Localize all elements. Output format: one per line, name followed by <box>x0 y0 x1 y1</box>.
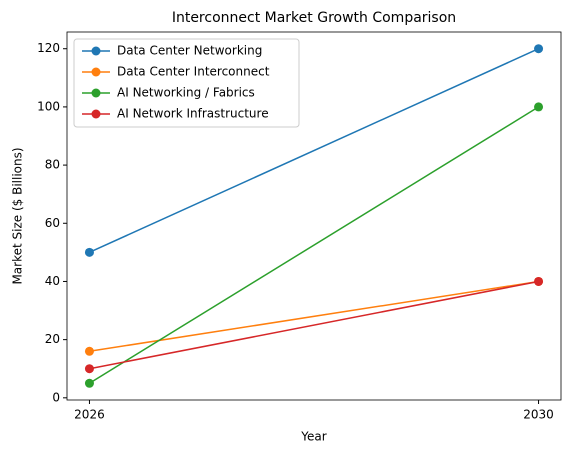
y-tick-label: 40 <box>45 274 60 288</box>
legend-marker <box>91 109 101 119</box>
y-tick-label: 100 <box>37 99 60 113</box>
plot-frame <box>66 31 562 401</box>
point <box>534 276 544 286</box>
legend-marker <box>91 67 101 77</box>
series-line <box>89 48 539 254</box>
y-tick-label: 120 <box>37 41 60 55</box>
legend-marker <box>91 46 101 56</box>
y-tick-label: 80 <box>45 158 60 172</box>
point <box>534 44 544 54</box>
point <box>84 364 94 374</box>
legend-label: Data Center Networking <box>117 44 262 58</box>
point <box>84 346 94 356</box>
x-tick-label: 2030 <box>523 408 554 422</box>
point <box>84 247 94 257</box>
point <box>84 378 94 388</box>
series-line <box>89 280 539 353</box>
chart-title: Interconnect Market Growth Comparison <box>172 10 456 26</box>
legend-label: AI Network Infrastructure <box>117 107 269 121</box>
x-axis-label: Year <box>300 430 326 444</box>
y-tick-label: 20 <box>45 332 60 346</box>
y-axis-label: Market Size ($ Billions) <box>11 147 25 284</box>
series-line <box>89 280 539 370</box>
legend-marker <box>91 88 101 98</box>
legend-label: AI Networking / Fabrics <box>117 86 255 100</box>
x-tick-label: 2026 <box>74 408 105 422</box>
legend-box <box>73 38 300 128</box>
legend-label: Data Center Interconnect <box>117 65 270 79</box>
series-line <box>89 106 539 384</box>
y-tick-label: 60 <box>45 216 60 230</box>
y-tick-label: 0 <box>52 390 60 404</box>
point <box>534 102 544 112</box>
